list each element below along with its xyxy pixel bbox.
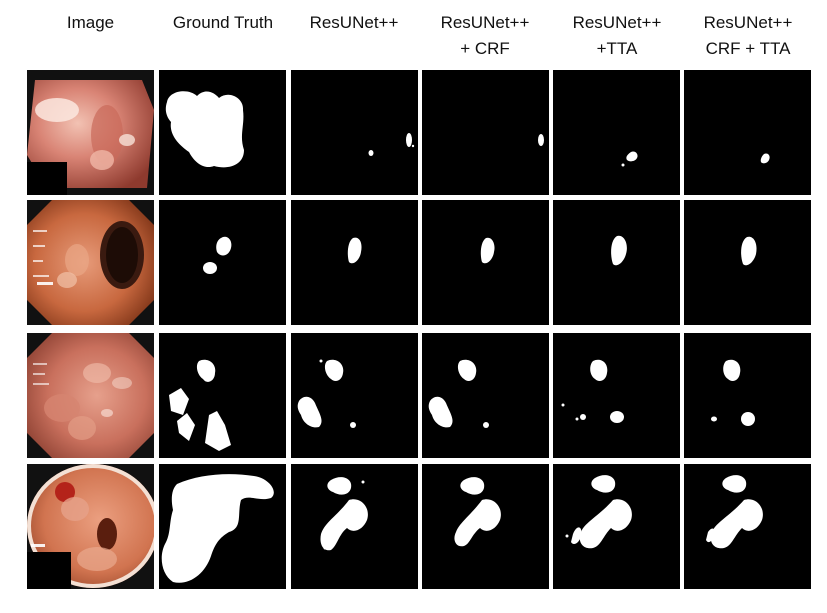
- ground-truth-mask-row-2: [159, 200, 286, 325]
- resunetpp-mask-row-3: [291, 333, 418, 458]
- header-resunetpp-crf-tta: ResUNet++ CRF + TTA: [703, 13, 793, 58]
- resunetpp-crf-tta-mask-row-3: [684, 333, 811, 458]
- ground-truth-mask-row-4: [159, 464, 286, 589]
- resunetpp-tta-mask-row-4: [553, 464, 680, 589]
- ground-truth-mask-row-1: [159, 70, 286, 195]
- header-resunetpp-crf: ResUNet++ + CRF: [440, 13, 530, 58]
- header-image: Image: [66, 13, 115, 32]
- endoscopy-image-row-3: [27, 333, 154, 458]
- resunetpp-crf-mask-row-1: [422, 70, 549, 195]
- resunetpp-crf-tta-mask-row-1: [684, 70, 811, 195]
- resunetpp-crf-tta-mask-row-2: [684, 200, 811, 325]
- header-ground-truth: Ground Truth: [172, 13, 274, 32]
- resunetpp-crf-tta-mask-row-4: [684, 464, 811, 589]
- ground-truth-mask-row-3: [159, 333, 286, 458]
- endoscopy-image-row-2: [27, 200, 154, 325]
- resunetpp-crf-mask-row-2: [422, 200, 549, 325]
- endoscopy-image-row-4: [27, 464, 154, 589]
- header-resunetpp-tta: ResUNet++ +TTA: [572, 13, 662, 58]
- endoscopy-image-row-1: [27, 70, 154, 195]
- header-resunetpp: ResUNet++: [309, 13, 399, 32]
- resunetpp-mask-row-4: [291, 464, 418, 589]
- resunetpp-tta-mask-row-1: [553, 70, 680, 195]
- resunetpp-mask-row-2: [291, 200, 418, 325]
- resunetpp-crf-mask-row-3: [422, 333, 549, 458]
- resunetpp-mask-row-1: [291, 70, 418, 195]
- resunetpp-tta-mask-row-2: [553, 200, 680, 325]
- resunetpp-crf-mask-row-4: [422, 464, 549, 589]
- resunetpp-tta-mask-row-3: [553, 333, 680, 458]
